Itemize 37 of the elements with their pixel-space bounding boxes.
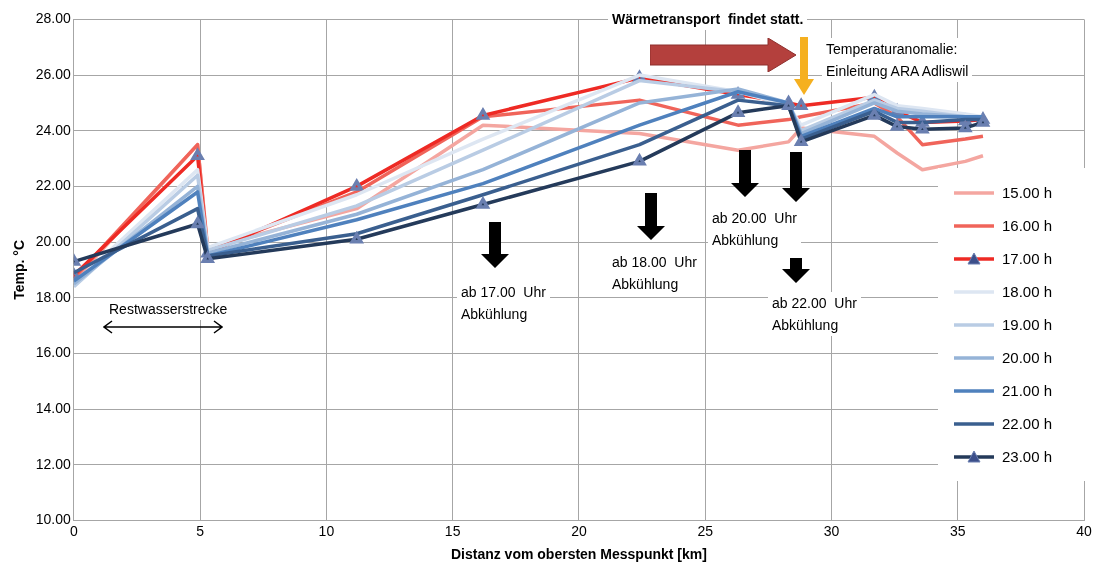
y-tick-label: 28.00: [35, 10, 72, 27]
x-tick-label: 20: [571, 522, 587, 539]
y-tick-label: 26.00: [35, 65, 72, 82]
y-axis-title: Temp. °C: [11, 240, 28, 300]
legend-label: 19.00 h: [1002, 316, 1053, 333]
legend-label: 17.00 h: [1002, 250, 1053, 267]
x-tick-label: 35: [949, 522, 966, 539]
annotation: ab 18.00 Uhr Abkühlung: [608, 251, 701, 295]
y-tick-label: 24.00: [35, 121, 72, 138]
annotation: Wärmetransport findet statt.: [608, 8, 808, 30]
x-tick-label: 25: [697, 522, 714, 539]
legend-label: 18.00 h: [1002, 283, 1053, 300]
x-axis-title: Distanz vom obersten Messpunkt [km]: [450, 546, 707, 563]
annotation: Restwasserstrecke: [105, 298, 232, 320]
legend-label: 21.00 h: [1002, 382, 1053, 399]
legend-label: 15.00 h: [1002, 184, 1053, 201]
y-tick-label: 14.00: [35, 399, 72, 416]
legend-label: 22.00 h: [1002, 415, 1053, 432]
y-tick-label: 18.00: [35, 288, 72, 305]
y-tick-label: 22.00: [35, 177, 72, 194]
x-tick-label: 0: [69, 522, 78, 539]
x-tick-label: 40: [1076, 522, 1092, 539]
annotation: Temperaturanomalie: Einleitung ARA Adliswil: [822, 38, 973, 82]
x-tick-label: 15: [444, 522, 461, 539]
y-tick-label: 10.00: [35, 511, 72, 528]
y-tick-label: 12.00: [35, 455, 72, 472]
annotation: ab 17.00 Uhr Abkühlung: [457, 281, 550, 325]
y-tick-label: 20.00: [35, 232, 72, 249]
x-tick-label: 5: [196, 522, 205, 539]
y-tick-label: 16.00: [35, 344, 72, 361]
legend-label: 16.00 h: [1002, 217, 1053, 234]
legend-label: 23.00 h: [1002, 448, 1053, 465]
legend-label: 20.00 h: [1002, 349, 1053, 366]
annotation: ab 20.00 Uhr Abkühlung: [708, 207, 801, 251]
x-tick-label: 10: [318, 522, 335, 539]
x-tick-label: 30: [823, 522, 840, 539]
annotation: ab 22.00 Uhr Abkühlung: [768, 292, 861, 336]
